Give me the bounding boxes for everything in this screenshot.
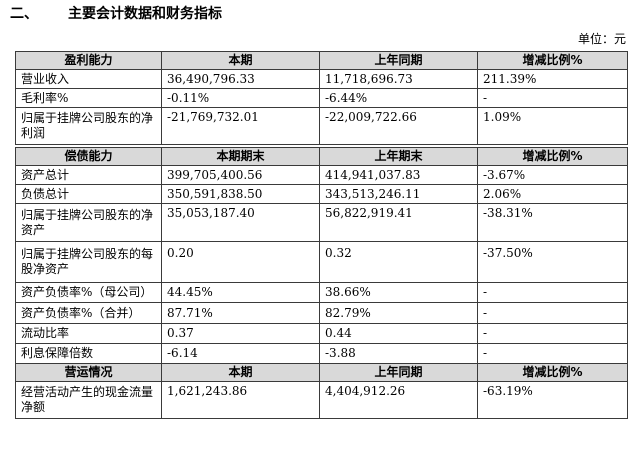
header-cell: 增减比例% [477, 147, 628, 166]
row-label: 资产负债率%（合并） [15, 302, 162, 324]
financial-indicators-table: 盈利能力 本期 上年同期 增减比例% 营业收入 36,490,796.33 11… [15, 51, 628, 419]
cell-value: - [477, 88, 628, 108]
cell-value: 4,404,912.26 [319, 381, 478, 419]
row-label: 资产负债率%（母公司） [15, 282, 162, 303]
cell-value: - [477, 323, 628, 344]
table-row: 资产负债率%（合并） 87.71% 82.79% - [15, 302, 628, 324]
cell-value: 0.32 [319, 241, 478, 283]
row-label: 归属于挂牌公司股东的净利润 [15, 107, 162, 145]
header-cell: 偿债能力 [15, 147, 162, 166]
row-label: 负债总计 [15, 184, 162, 204]
cell-value: 35,053,187.40 [161, 203, 320, 242]
cell-value: -3.88 [319, 343, 478, 364]
cell-value: -63.19% [477, 381, 628, 419]
cell-value: 0.20 [161, 241, 320, 283]
section-title: 主要会计数据和财务指标 [68, 6, 222, 22]
table-row: 资产总计 399,705,400.56 414,941,037.83 -3.67… [15, 165, 628, 185]
header-cell: 盈利能力 [15, 51, 162, 70]
cell-value: 414,941,037.83 [319, 165, 478, 185]
cell-value: 11,718,696.73 [319, 69, 478, 89]
header-cell: 增减比例% [477, 51, 628, 70]
cell-value: -22,009,722.66 [319, 107, 478, 145]
table-row: 负债总计 350,591,838.50 343,513,246.11 2.06% [15, 184, 628, 204]
table-row: 经营活动产生的现金流量净额 1,621,243.86 4,404,912.26 … [15, 381, 628, 419]
header-cell: 本期 [161, 51, 320, 70]
header-cell: 增减比例% [477, 363, 628, 382]
cell-value: -21,769,732.01 [161, 107, 320, 145]
cell-value: 87.71% [161, 302, 320, 324]
row-label: 毛利率% [15, 88, 162, 108]
table-header-row: 盈利能力 本期 上年同期 增减比例% [15, 51, 628, 70]
table-row: 流动比率 0.37 0.44 - [15, 323, 628, 344]
cell-value: - [477, 302, 628, 324]
cell-value: -38.31% [477, 203, 628, 242]
cell-value: -0.11% [161, 88, 320, 108]
section-number: 二、 [10, 6, 38, 22]
row-label: 流动比率 [15, 323, 162, 344]
table-row: 利息保障倍数 -6.14 -3.88 - [15, 343, 628, 364]
header-cell: 本期期末 [161, 147, 320, 166]
cell-value: 82.79% [319, 302, 478, 324]
header-cell: 上年期末 [319, 147, 478, 166]
cell-value: 2.06% [477, 184, 628, 204]
row-label: 营业收入 [15, 69, 162, 89]
header-cell: 营运情况 [15, 363, 162, 382]
table-row: 资产负债率%（母公司） 44.45% 38.66% - [15, 282, 628, 303]
cell-value: 38.66% [319, 282, 478, 303]
header-cell: 上年同期 [319, 363, 478, 382]
row-label: 经营活动产生的现金流量净额 [15, 381, 162, 419]
cell-value: 211.39% [477, 69, 628, 89]
cell-value: - [477, 282, 628, 303]
cell-value: -6.44% [319, 88, 478, 108]
table-row: 归属于挂牌公司股东的每股净资产 0.20 0.32 -37.50% [15, 241, 628, 283]
cell-value: 399,705,400.56 [161, 165, 320, 185]
unit-label: 单位：元 [577, 32, 626, 46]
table-row: 毛利率% -0.11% -6.44% - [15, 88, 628, 108]
cell-value: -3.67% [477, 165, 628, 185]
cell-value: 44.45% [161, 282, 320, 303]
cell-value: - [477, 343, 628, 364]
section-heading: 二、 主要会计数据和财务指标 [10, 4, 222, 24]
cell-value: 0.44 [319, 323, 478, 344]
row-label: 归属于挂牌公司股东的每股净资产 [15, 241, 162, 283]
header-cell: 本期 [161, 363, 320, 382]
table-header-row: 营运情况 本期 上年同期 增减比例% [15, 363, 628, 382]
cell-value: -37.50% [477, 241, 628, 283]
cell-value: 343,513,246.11 [319, 184, 478, 204]
cell-value: 56,822,919.41 [319, 203, 478, 242]
row-label: 利息保障倍数 [15, 343, 162, 364]
header-cell: 上年同期 [319, 51, 478, 70]
row-label: 归属于挂牌公司股东的净资产 [15, 203, 162, 242]
table-row: 营业收入 36,490,796.33 11,718,696.73 211.39% [15, 69, 628, 89]
table-row: 归属于挂牌公司股东的净资产 35,053,187.40 56,822,919.4… [15, 203, 628, 242]
cell-value: -6.14 [161, 343, 320, 364]
row-label: 资产总计 [15, 165, 162, 185]
cell-value: 1.09% [477, 107, 628, 145]
cell-value: 1,621,243.86 [161, 381, 320, 419]
table-row: 归属于挂牌公司股东的净利润 -21,769,732.01 -22,009,722… [15, 107, 628, 145]
cell-value: 0.37 [161, 323, 320, 344]
table-header-row: 偿债能力 本期期末 上年期末 增减比例% [15, 147, 628, 166]
cell-value: 350,591,838.50 [161, 184, 320, 204]
cell-value: 36,490,796.33 [161, 69, 320, 89]
